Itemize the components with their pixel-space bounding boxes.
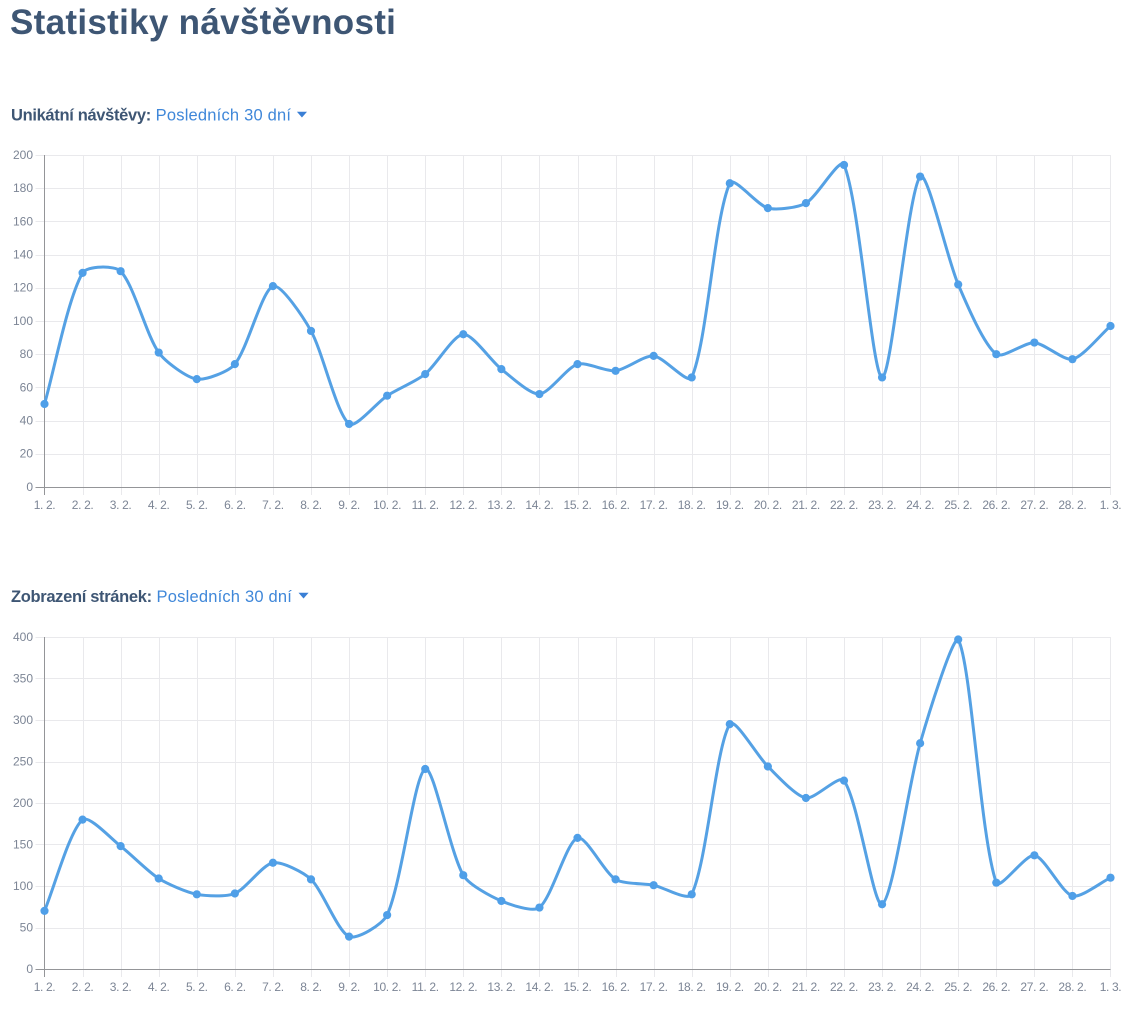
svg-text:16. 2.: 16. 2. [602, 980, 630, 994]
svg-text:18. 2.: 18. 2. [678, 498, 706, 512]
svg-text:150: 150 [13, 837, 33, 851]
svg-text:1. 2.: 1. 2. [34, 498, 56, 512]
svg-text:160: 160 [13, 214, 33, 228]
svg-text:24. 2.: 24. 2. [906, 980, 934, 994]
svg-text:9. 2.: 9. 2. [338, 498, 360, 512]
svg-text:Zobrazení stránek: Posledních: Zobrazení stránek: Posledních 30 dní [11, 588, 292, 606]
svg-text:6. 2.: 6. 2. [224, 498, 246, 512]
svg-text:8. 2.: 8. 2. [300, 498, 322, 512]
svg-text:6. 2.: 6. 2. [224, 980, 246, 994]
svg-text:1. 3.: 1. 3. [1100, 980, 1122, 994]
svg-text:23. 2.: 23. 2. [868, 498, 896, 512]
svg-text:200: 200 [13, 148, 33, 162]
svg-text:120: 120 [13, 281, 33, 295]
svg-text:17. 2.: 17. 2. [640, 980, 668, 994]
svg-text:12. 2.: 12. 2. [449, 498, 477, 512]
svg-text:7. 2.: 7. 2. [262, 980, 284, 994]
svg-text:4. 2.: 4. 2. [148, 498, 170, 512]
svg-text:16. 2.: 16. 2. [602, 498, 630, 512]
svg-text:2. 2.: 2. 2. [72, 498, 94, 512]
svg-text:13. 2.: 13. 2. [487, 980, 515, 994]
svg-text:40: 40 [20, 414, 34, 428]
svg-text:3. 2.: 3. 2. [110, 498, 132, 512]
svg-text:28. 2.: 28. 2. [1058, 980, 1086, 994]
svg-text:21. 2.: 21. 2. [792, 980, 820, 994]
svg-text:50: 50 [20, 920, 34, 934]
svg-text:4. 2.: 4. 2. [148, 980, 170, 994]
svg-text:12. 2.: 12. 2. [449, 980, 477, 994]
svg-text:25. 2.: 25. 2. [944, 980, 972, 994]
svg-text:5. 2.: 5. 2. [186, 980, 208, 994]
svg-text:13. 2.: 13. 2. [487, 498, 515, 512]
svg-text:140: 140 [13, 248, 33, 262]
svg-text:11. 2.: 11. 2. [412, 498, 439, 512]
svg-text:Unikátní návštěvy: Posledních: Unikátní návštěvy: Posledních 30 dní [11, 107, 291, 125]
svg-text:9. 2.: 9. 2. [338, 980, 360, 994]
svg-text:15. 2.: 15. 2. [564, 498, 592, 512]
svg-text:180: 180 [13, 181, 33, 195]
svg-text:10. 2.: 10. 2. [373, 980, 401, 994]
svg-text:26. 2.: 26. 2. [982, 980, 1010, 994]
svg-text:17. 2.: 17. 2. [640, 498, 668, 512]
svg-text:60: 60 [20, 380, 34, 394]
svg-text:22. 2.: 22. 2. [830, 980, 858, 994]
svg-text:Statistiky návštěvnosti: Statistiky návštěvnosti [10, 3, 396, 42]
svg-text:7. 2.: 7. 2. [262, 498, 284, 512]
svg-text:20. 2.: 20. 2. [754, 498, 782, 512]
svg-text:400: 400 [13, 630, 33, 644]
svg-text:26. 2.: 26. 2. [982, 498, 1010, 512]
svg-text:3. 2.: 3. 2. [110, 980, 132, 994]
svg-text:14. 2.: 14. 2. [525, 980, 553, 994]
svg-text:25. 2.: 25. 2. [944, 498, 972, 512]
svg-text:1. 2.: 1. 2. [34, 980, 56, 994]
svg-text:24. 2.: 24. 2. [906, 498, 934, 512]
svg-text:0: 0 [26, 480, 33, 494]
svg-text:18. 2.: 18. 2. [678, 980, 706, 994]
svg-text:2. 2.: 2. 2. [72, 980, 94, 994]
svg-text:20. 2.: 20. 2. [754, 980, 782, 994]
svg-text:1. 3.: 1. 3. [1100, 498, 1122, 512]
svg-text:250: 250 [13, 754, 33, 768]
svg-text:100: 100 [13, 314, 33, 328]
svg-text:14. 2.: 14. 2. [525, 498, 553, 512]
svg-text:15. 2.: 15. 2. [564, 980, 592, 994]
svg-text:350: 350 [13, 671, 33, 685]
svg-text:28. 2.: 28. 2. [1058, 498, 1086, 512]
svg-text:23. 2.: 23. 2. [868, 980, 896, 994]
svg-text:21. 2.: 21. 2. [792, 498, 820, 512]
svg-text:100: 100 [13, 879, 33, 893]
svg-text:20: 20 [20, 447, 34, 461]
svg-text:8. 2.: 8. 2. [300, 980, 322, 994]
svg-text:300: 300 [13, 713, 33, 727]
svg-text:19. 2.: 19. 2. [716, 498, 744, 512]
svg-text:5. 2.: 5. 2. [186, 498, 208, 512]
svg-text:22. 2.: 22. 2. [830, 498, 858, 512]
svg-text:27. 2.: 27. 2. [1020, 498, 1048, 512]
svg-text:11. 2.: 11. 2. [412, 980, 439, 994]
svg-text:80: 80 [20, 347, 34, 361]
svg-text:200: 200 [13, 796, 33, 810]
svg-text:10. 2.: 10. 2. [373, 498, 401, 512]
svg-text:27. 2.: 27. 2. [1020, 980, 1048, 994]
svg-text:0: 0 [26, 962, 33, 976]
svg-text:19. 2.: 19. 2. [716, 980, 744, 994]
